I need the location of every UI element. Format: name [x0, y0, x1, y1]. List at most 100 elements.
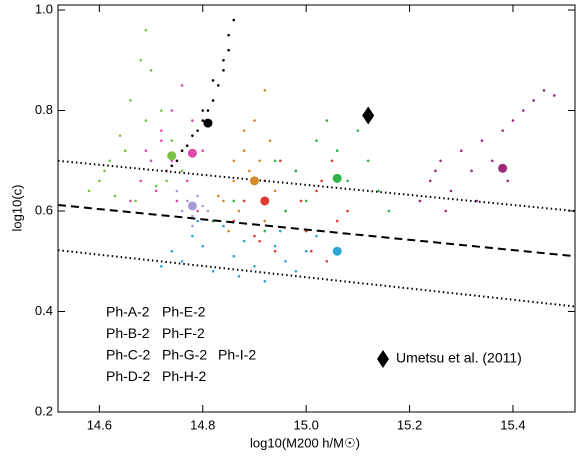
point	[201, 244, 205, 248]
fit-line	[57, 203, 576, 258]
point	[154, 189, 158, 193]
point	[201, 119, 205, 122]
point	[185, 144, 189, 147]
point	[170, 164, 174, 168]
point	[232, 254, 236, 258]
point	[522, 109, 525, 112]
point	[129, 199, 132, 203]
point	[299, 199, 303, 203]
point	[170, 109, 174, 112]
point	[253, 234, 256, 238]
point	[165, 179, 168, 183]
point	[315, 139, 318, 142]
point	[196, 194, 199, 198]
point	[191, 134, 194, 137]
point	[191, 214, 194, 218]
point	[191, 234, 194, 238]
x-tick-label: 15.2	[397, 417, 422, 432]
point	[273, 249, 277, 253]
point	[475, 199, 479, 203]
point	[232, 199, 236, 203]
y-tick-label: 0.6	[35, 202, 53, 217]
point	[216, 194, 220, 198]
point	[160, 129, 163, 132]
point	[490, 159, 494, 163]
point	[191, 224, 194, 228]
point	[418, 199, 422, 203]
point	[310, 249, 313, 253]
point	[444, 209, 448, 213]
x-axis-label: log10(M200 h/M☉)	[250, 435, 360, 450]
point	[170, 249, 174, 253]
legend-label: Ph-H-2	[162, 368, 207, 384]
y-tick-label: 0.8	[35, 102, 53, 117]
point	[268, 139, 272, 142]
reference-point	[362, 106, 375, 125]
point	[160, 264, 163, 268]
point	[315, 189, 318, 193]
legend-label: Ph-C-2	[106, 347, 151, 363]
point	[222, 199, 225, 203]
plot-frame	[57, 4, 576, 413]
point	[227, 48, 230, 52]
point	[253, 119, 256, 122]
point	[201, 149, 205, 153]
point	[279, 229, 282, 233]
point	[304, 249, 308, 253]
point	[387, 209, 391, 213]
point	[325, 259, 329, 263]
point	[294, 270, 298, 273]
point	[263, 229, 267, 233]
point	[201, 204, 205, 208]
point	[149, 69, 153, 72]
y-tick-label: 1.0	[35, 1, 53, 16]
x-tick-label: 14.6	[87, 417, 112, 432]
point	[263, 219, 267, 223]
point	[273, 244, 277, 248]
median-point	[332, 246, 342, 256]
point	[294, 169, 298, 173]
point	[237, 275, 241, 278]
point	[180, 84, 184, 87]
fit-line	[57, 159, 576, 213]
point	[258, 159, 261, 163]
point	[263, 280, 267, 283]
legend-label: Ph-I-2	[218, 347, 256, 363]
point	[180, 209, 184, 213]
point	[346, 209, 349, 213]
point	[196, 219, 199, 223]
point	[175, 199, 179, 203]
legend-label: Ph-D-2	[106, 368, 151, 384]
point	[501, 129, 504, 132]
y-axis-label: log10(c)	[9, 185, 24, 232]
legend-label: Ph-A-2	[106, 304, 150, 320]
point	[232, 179, 236, 183]
point	[180, 169, 184, 173]
point	[201, 109, 205, 112]
point	[180, 259, 184, 263]
point	[273, 189, 277, 193]
median-point	[187, 201, 197, 211]
x-tick-label: 14.8	[190, 417, 215, 432]
point	[366, 159, 370, 163]
fit-line	[57, 249, 576, 308]
point	[232, 18, 236, 22]
point	[553, 94, 556, 97]
point	[211, 79, 215, 82]
point	[160, 139, 163, 142]
point	[196, 129, 199, 132]
point	[222, 224, 225, 228]
point	[506, 179, 510, 183]
point	[227, 33, 230, 37]
point	[206, 209, 210, 213]
point	[206, 109, 210, 112]
point	[335, 219, 339, 223]
point	[439, 159, 442, 163]
point	[98, 179, 101, 183]
point	[356, 129, 360, 132]
point	[170, 139, 174, 142]
point	[511, 119, 515, 122]
legend-label: Ph-B-2	[106, 325, 150, 341]
point	[325, 119, 329, 122]
